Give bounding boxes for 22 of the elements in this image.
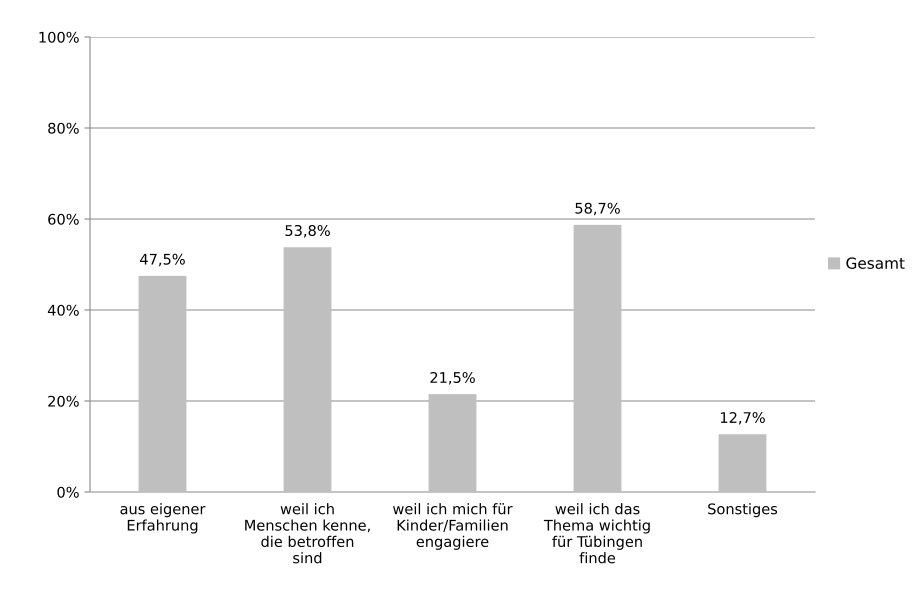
x-tick-label: weil ich mich für Kinder/Familien engagiere — [393, 503, 513, 550]
legend-label: Gesamt — [846, 257, 905, 269]
bar — [718, 434, 766, 492]
y-tick-label: 40% — [48, 304, 79, 316]
y-tick-label: 80% — [48, 122, 79, 134]
x-tick-label: aus eigener Erfahrung — [120, 503, 206, 534]
y-tick-label: 60% — [48, 214, 79, 225]
bar — [138, 276, 186, 492]
bar — [284, 247, 332, 492]
bar — [574, 224, 622, 492]
data-label: 58,7% — [575, 202, 620, 216]
data-label: 53,8% — [285, 225, 330, 238]
bar — [428, 394, 476, 492]
data-label: 21,5% — [430, 372, 475, 385]
x-tick-label: weil ich Menschen kenne, die betroffen sind — [245, 503, 370, 564]
data-label: 47,5% — [140, 254, 185, 266]
y-tick-label: 0% — [57, 486, 79, 498]
data-label: 12,7% — [720, 412, 765, 425]
y-tick-label: 100% — [39, 32, 79, 43]
x-tick-label: weil ich das Thema wichtig für Tübingen finde — [544, 503, 650, 564]
x-tick-label: Sonstiges — [708, 503, 778, 518]
y-tick-label: 20% — [48, 396, 79, 407]
